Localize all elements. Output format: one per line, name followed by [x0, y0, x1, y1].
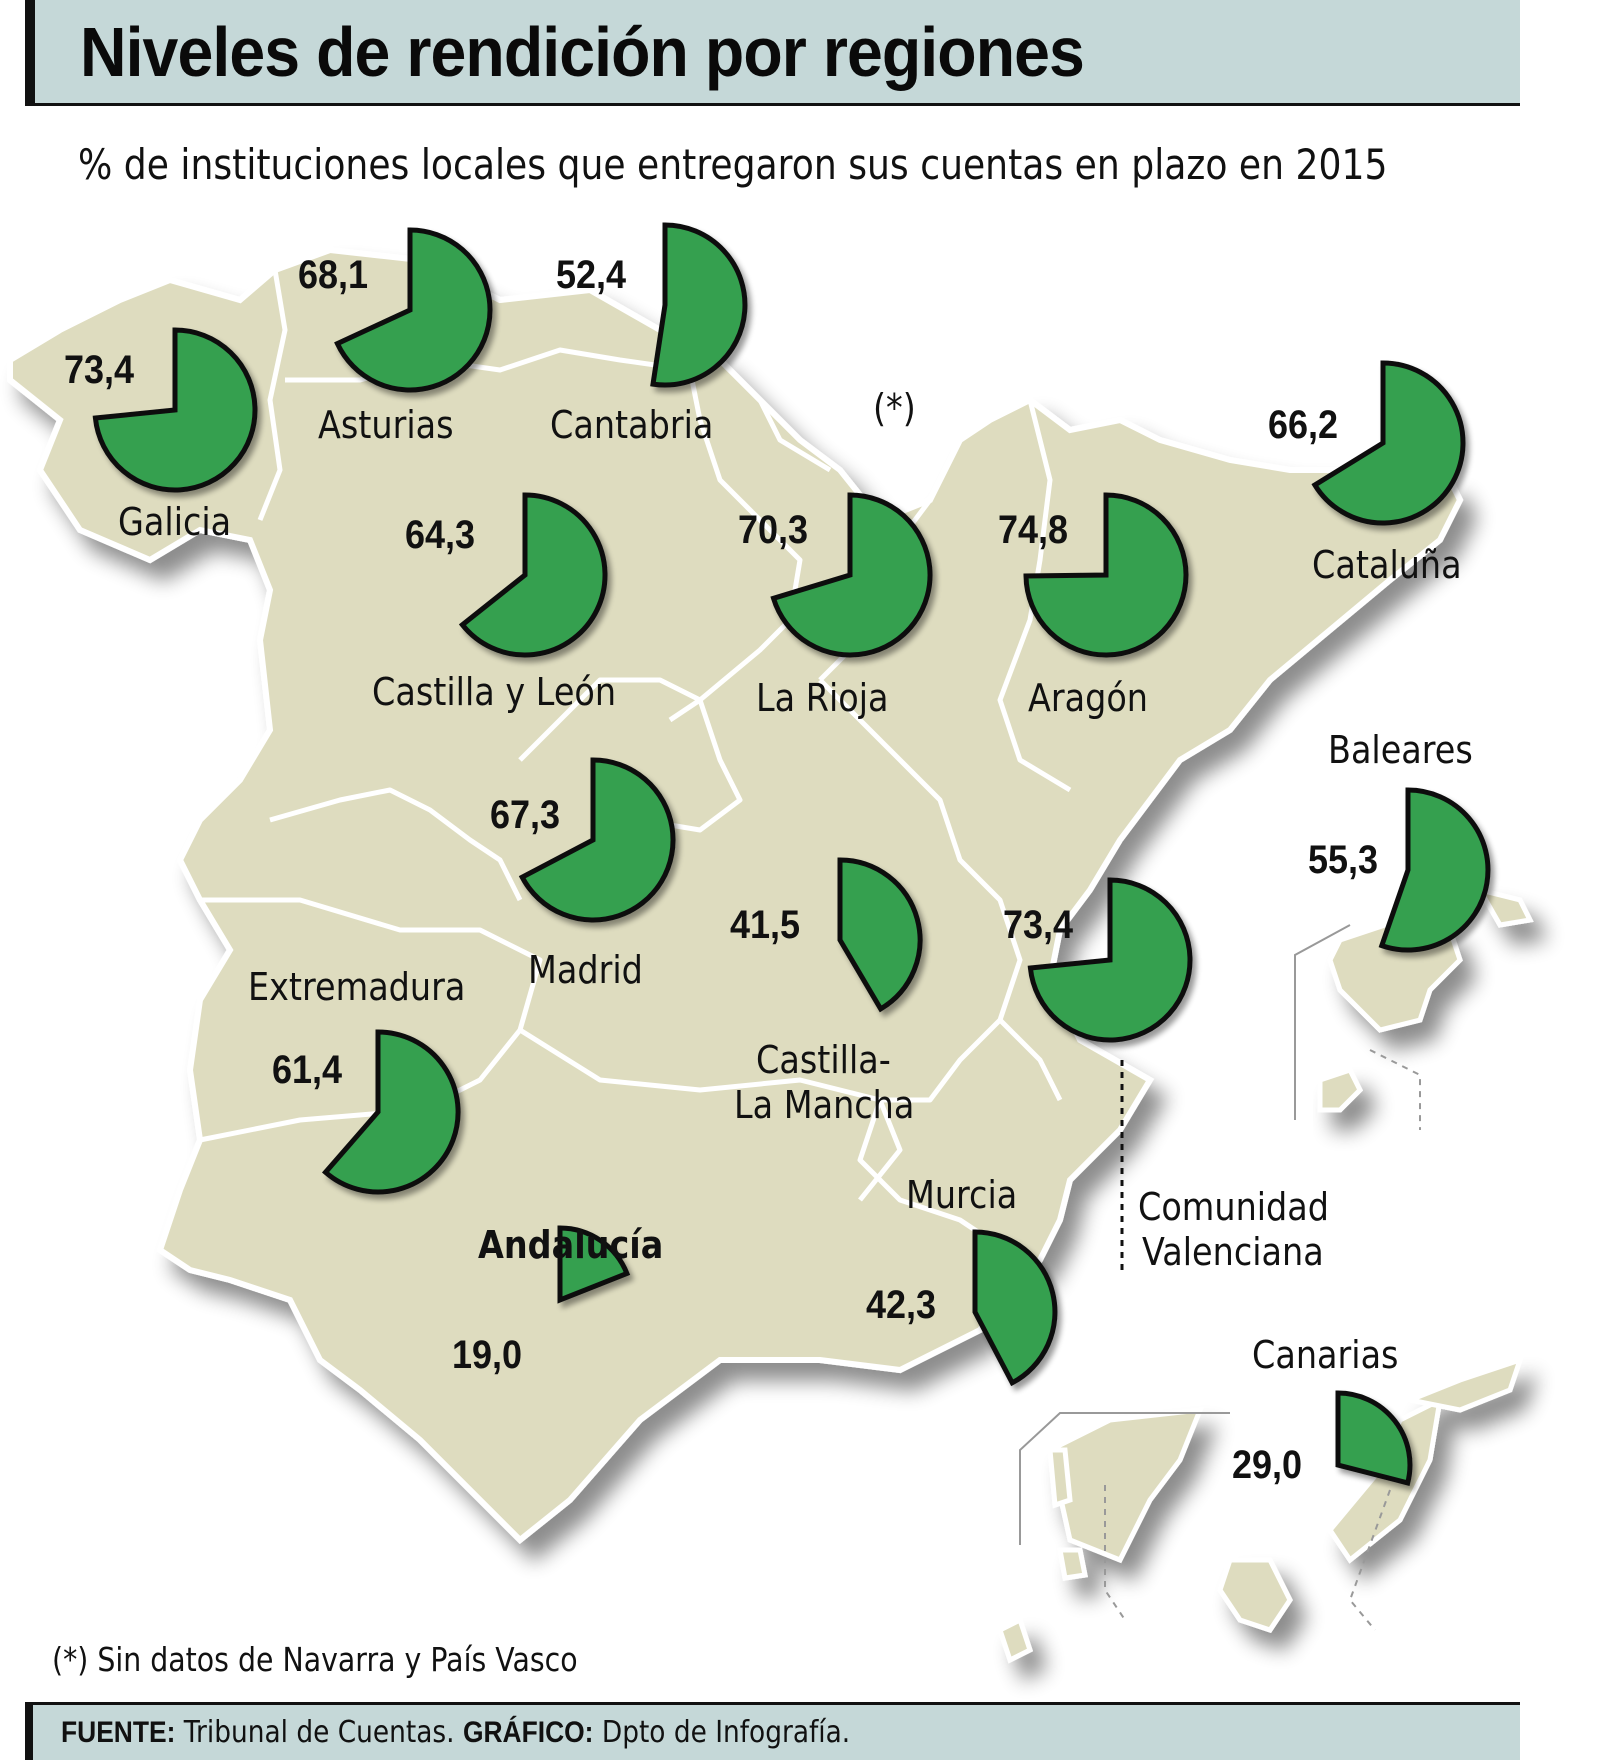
footnote: (*) Sin datos de Navarra y País Vasco	[52, 1640, 578, 1679]
pie-wedge-murcia	[972, 1229, 1058, 1387]
pie-wedge-arag-n	[1023, 492, 1189, 658]
graphic-label: GRÁFICO:	[462, 1716, 594, 1749]
source-label: FUENTE:	[61, 1716, 176, 1749]
pie-wedge-asturias	[334, 227, 493, 393]
value-cantabria: 52,4	[556, 253, 627, 297]
peninsula-landmass	[7, 246, 1464, 1545]
no-data-marker: (*)	[873, 386, 916, 430]
value-andalucia: 19,0	[452, 1333, 523, 1377]
chart-subtitle: % de instituciones locales que entregaro…	[78, 140, 1388, 189]
label-castilla-leon: Castilla y León	[372, 670, 617, 714]
pie-wedge-canarias	[1335, 1390, 1413, 1486]
value-extremadura: 61,4	[272, 1048, 343, 1092]
label-extremadura: Extremadura	[248, 965, 466, 1009]
label-valenciana-1: Comunidad	[1138, 1185, 1330, 1229]
label-cantabria: Cantabria	[550, 403, 714, 447]
value-cataluna: 66,2	[1268, 403, 1339, 447]
chart-title: Niveles de rendición por regiones	[80, 13, 1085, 91]
value-madrid: 67,3	[490, 793, 561, 837]
title-banner: Niveles de rendición por regiones	[25, 0, 1520, 106]
pie-wedges	[92, 222, 1491, 1486]
label-madrid: Madrid	[528, 948, 643, 992]
graphic-text: Dpto de Infografía.	[593, 1715, 851, 1750]
source-credit: FUENTE: Tribunal de Cuentas. GRÁFICO: Dp…	[61, 1715, 850, 1750]
pie-wedge-galicia	[92, 327, 258, 493]
label-andalucia: Andalucía	[478, 1223, 664, 1267]
value-murcia: 42,3	[866, 1283, 937, 1327]
source-banner: FUENTE: Tribunal de Cuentas. GRÁFICO: Dp…	[25, 1702, 1520, 1760]
canarias-islands	[996, 1356, 1524, 1664]
label-murcia: Murcia	[906, 1173, 1018, 1217]
pie-wedge-andaluc-a	[557, 1225, 631, 1304]
value-galicia: 73,4	[64, 348, 135, 392]
pie-wedge-la-rioja	[770, 492, 933, 658]
region-borders	[199, 269, 1072, 1263]
baleares-inset-lines	[1294, 924, 1421, 1130]
pie-wedge-castilla-la-mancha	[837, 857, 923, 1013]
label-canarias: Canarias	[1252, 1333, 1399, 1377]
value-la-rioja: 70,3	[738, 508, 809, 552]
value-castilla-leon: 64,3	[405, 513, 476, 557]
value-baleares: 55,3	[1308, 838, 1379, 882]
pie-wedge-cantabria	[650, 222, 748, 388]
value-asturias: 68,1	[298, 253, 369, 297]
label-aragon: Aragón	[1028, 676, 1148, 720]
source-text: Tribunal de Cuentas.	[175, 1715, 463, 1750]
pie-wedge-baleares	[1378, 787, 1491, 953]
value-aragon: 74,8	[998, 508, 1069, 552]
value-castilla-la-mancha: 41,5	[730, 903, 801, 947]
label-castilla-la-mancha-2: La Mancha	[734, 1083, 915, 1127]
pie-wedge-extremadura	[321, 1029, 461, 1195]
label-asturias: Asturias	[318, 403, 454, 447]
label-la-rioja: La Rioja	[756, 676, 889, 720]
label-baleares: Baleares	[1328, 728, 1473, 772]
label-galicia: Galicia	[118, 500, 232, 544]
label-castilla-la-mancha-1: Castilla-	[756, 1038, 891, 1082]
pie-wedge-castilla-y-le-n	[458, 492, 608, 658]
label-valenciana-2: Valenciana	[1142, 1230, 1324, 1274]
value-canarias: 29,0	[1232, 1443, 1303, 1487]
label-cataluna: Cataluña	[1312, 543, 1462, 587]
pie-wedge-catalu-a	[1311, 360, 1466, 526]
value-valenciana: 73,4	[1003, 903, 1074, 947]
canarias-inset-lines	[1019, 1412, 1391, 1631]
pie-wedge-comunidad-valenciana	[1027, 877, 1193, 1043]
pie-wedge-madrid	[518, 757, 676, 923]
